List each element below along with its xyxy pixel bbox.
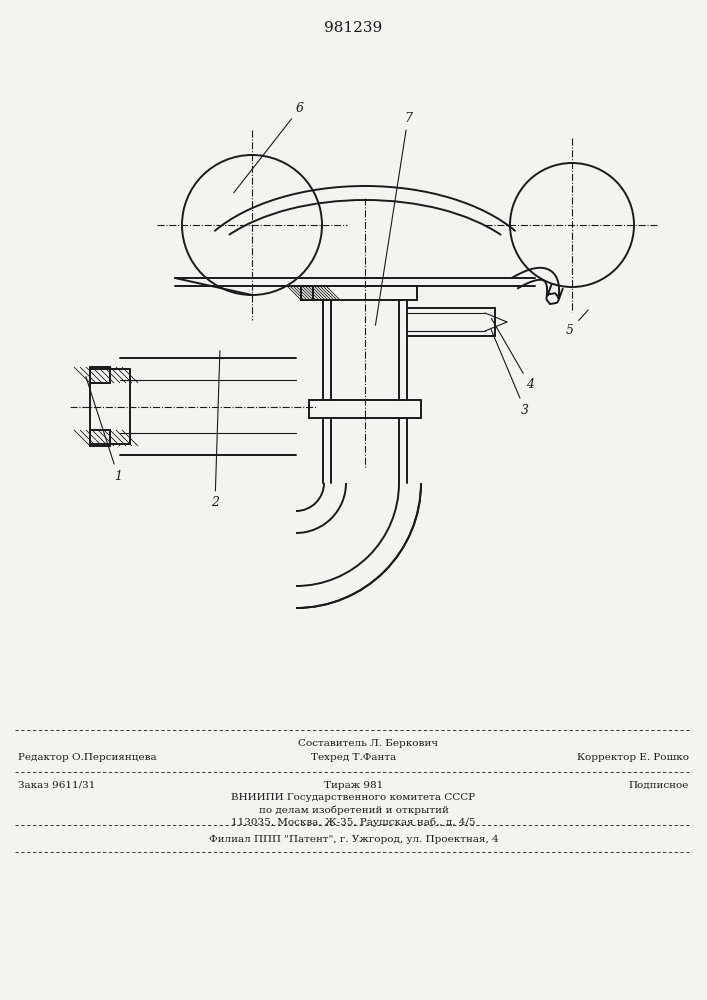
Text: Подписное: Подписное xyxy=(629,780,689,790)
Text: по делам изобретений и открытий: по делам изобретений и открытий xyxy=(259,805,448,815)
Text: Техред Т.Фанта: Техред Т.Фанта xyxy=(311,754,396,762)
Text: ВНИИПИ Государственного комитета СССР: ВНИИПИ Государственного комитета СССР xyxy=(231,794,476,802)
Text: 981239: 981239 xyxy=(325,21,382,35)
Text: Корректор Е. Рошко: Корректор Е. Рошко xyxy=(577,754,689,762)
Text: 6: 6 xyxy=(234,102,304,193)
Bar xyxy=(90,367,110,383)
Text: Редактор О.Персиянцева: Редактор О.Персиянцева xyxy=(18,754,157,762)
Text: 3: 3 xyxy=(491,330,529,416)
Text: 4: 4 xyxy=(491,318,534,391)
Text: Составитель Л. Беркович: Составитель Л. Беркович xyxy=(298,738,438,748)
Text: Заказ 9611/31: Заказ 9611/31 xyxy=(18,780,95,790)
Text: 113035, Москва, Ж-35, Раушская наб., д. 4/5: 113035, Москва, Ж-35, Раушская наб., д. … xyxy=(231,817,476,827)
Text: 1: 1 xyxy=(86,377,122,483)
Text: Тираж 981: Тираж 981 xyxy=(324,780,383,790)
Text: 5: 5 xyxy=(566,310,588,336)
Text: Филиал ППП "Патент", г. Ужгород, ул. Проектная, 4: Филиал ППП "Патент", г. Ужгород, ул. Про… xyxy=(209,836,498,844)
Text: 2: 2 xyxy=(211,351,220,510)
Bar xyxy=(301,286,313,300)
Bar xyxy=(90,430,110,446)
Text: 7: 7 xyxy=(375,111,412,325)
